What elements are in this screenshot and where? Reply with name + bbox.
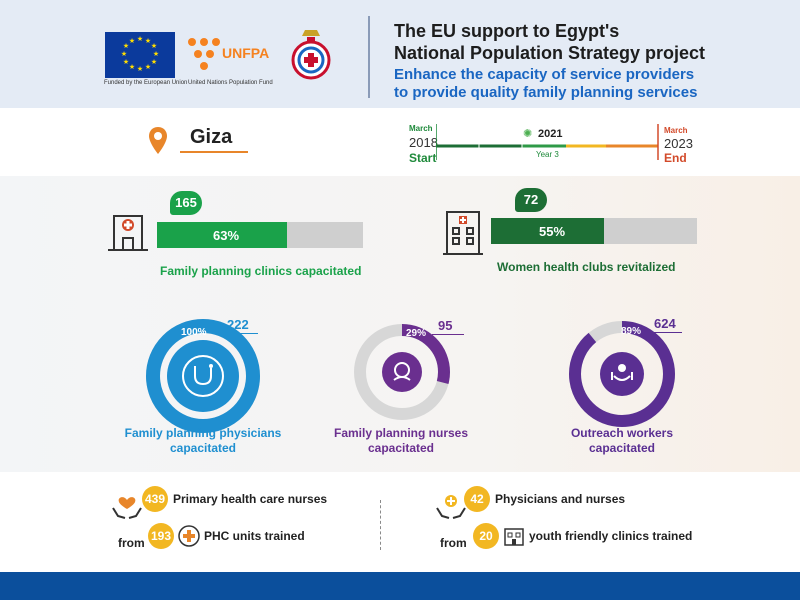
location-underline bbox=[180, 151, 248, 153]
hospital-icon bbox=[104, 206, 152, 259]
outreach-label: Outreach workers capacitated bbox=[537, 426, 707, 456]
clubs-percent: 55% bbox=[539, 224, 566, 239]
eu-flag-logo: ★ ★ ★ ★ ★ ★ ★ ★ ★ ★ ★ ★ bbox=[105, 32, 175, 78]
outreach-ring-chart bbox=[569, 321, 675, 427]
sun-marker-icon: ✺ bbox=[523, 128, 533, 140]
map-pin-icon bbox=[148, 126, 168, 161]
outreach-percent: 89% bbox=[621, 326, 642, 337]
caring-hands-heart-icon bbox=[110, 488, 144, 527]
outreach-leader-line bbox=[646, 332, 682, 333]
physicians-label-line-1: Family planning physicians bbox=[124, 426, 282, 440]
header-divider bbox=[368, 16, 370, 98]
timeline-start-month: March bbox=[409, 124, 433, 133]
clubs-count-badge: 72 bbox=[515, 188, 547, 212]
page-title-line-2: National Population Strategy project bbox=[394, 43, 706, 63]
physicians-count: 222 bbox=[227, 317, 249, 332]
svg-text:★: ★ bbox=[123, 58, 129, 66]
clinics-count-badge: 165 bbox=[170, 191, 202, 215]
nurses-label-line-1: Family planning nurses bbox=[333, 426, 469, 440]
svg-text:★: ★ bbox=[121, 50, 127, 58]
svg-text:★: ★ bbox=[137, 35, 143, 43]
svg-text:★: ★ bbox=[153, 50, 159, 58]
nurses-count: 95 bbox=[438, 318, 453, 333]
outreach-label-line-2: capacitated bbox=[588, 441, 656, 455]
timeline-current-label: Year 3 bbox=[536, 150, 559, 159]
timeline-end-label: End bbox=[664, 151, 687, 165]
timeline-start-label: Start bbox=[409, 151, 437, 165]
page-subtitle: Enhance the capacity of service provider… bbox=[394, 66, 794, 102]
svg-text:★: ★ bbox=[145, 63, 151, 71]
clinics-label: Family planning clinics capacitated bbox=[160, 264, 362, 278]
timeline-end-month: March bbox=[664, 126, 688, 135]
svg-text:UNFPA: UNFPA bbox=[222, 45, 269, 61]
clinic-building-icon bbox=[441, 208, 485, 263]
page-title: The EU support to Egypt's National Popul… bbox=[394, 20, 794, 64]
unfpa-caption: United Nations Population Fund bbox=[188, 80, 273, 86]
timeline-end-year: 2023 bbox=[664, 136, 693, 151]
phc-units-count: 193 bbox=[148, 523, 174, 549]
physicians-nurses-text: Physicians and nurses bbox=[495, 492, 626, 506]
clubs-progress-bar: 55% bbox=[491, 218, 697, 244]
nurses-percent: 29% bbox=[406, 328, 427, 339]
physicians-label: Family planning physicians capacitated bbox=[118, 426, 288, 456]
phc-nurses-count: 439 bbox=[142, 486, 168, 512]
clubs-label: Women health clubs revitalized bbox=[497, 260, 676, 274]
page-subtitle-line-1: Enhance the capacity of service provider… bbox=[394, 66, 695, 83]
physicians-percent: 100% bbox=[181, 327, 207, 338]
bottom-band bbox=[0, 472, 800, 572]
clubs-progress-fill bbox=[491, 218, 605, 244]
physicians-ring-chart bbox=[146, 319, 260, 433]
svg-text:★: ★ bbox=[129, 63, 135, 71]
youth-clinics-count: 20 bbox=[473, 523, 499, 549]
clinics-progress-fill bbox=[157, 222, 287, 248]
outreach-count: 624 bbox=[654, 316, 676, 331]
footer-bar bbox=[0, 572, 800, 600]
nurses-label-line-2: capacitated bbox=[367, 441, 435, 455]
eu-caption: Funded by the European Union bbox=[104, 80, 188, 86]
unfpa-logo: UNFPA bbox=[184, 32, 272, 76]
clinics-progress-bar: 63% bbox=[157, 222, 363, 248]
svg-text:★: ★ bbox=[123, 42, 129, 50]
physicians-nurses-count: 42 bbox=[464, 486, 490, 512]
nurses-leader-line bbox=[432, 334, 464, 335]
phc-units-text: PHC units trained bbox=[204, 529, 305, 543]
location-band bbox=[0, 108, 800, 176]
svg-text:★: ★ bbox=[129, 37, 135, 45]
ministry-of-health-logo bbox=[286, 26, 336, 82]
page-title-line-1: The EU support to Egypt's bbox=[394, 21, 620, 41]
clinic-building-small-icon bbox=[503, 525, 525, 552]
svg-text:★: ★ bbox=[145, 37, 151, 45]
from-label-right: from bbox=[440, 536, 467, 550]
svg-text:★: ★ bbox=[137, 65, 143, 73]
outreach-label-line-1: Outreach workers bbox=[570, 426, 674, 440]
medical-cross-icon bbox=[178, 525, 200, 552]
svg-text:★: ★ bbox=[151, 42, 157, 50]
page-subtitle-line-2: to provide quality family planning servi… bbox=[394, 84, 698, 101]
svg-text:★: ★ bbox=[151, 58, 157, 66]
physicians-leader-line bbox=[222, 333, 258, 334]
location-name: Giza bbox=[190, 126, 233, 148]
caring-hands-plus-icon bbox=[434, 488, 468, 527]
bottom-divider bbox=[380, 500, 381, 550]
phc-nurses-text: Primary health care nurses bbox=[173, 492, 328, 506]
from-label-left: from bbox=[118, 536, 145, 550]
clinics-percent: 63% bbox=[213, 228, 240, 243]
youth-clinics-text: youth friendly clinics trained bbox=[529, 529, 693, 543]
timeline-current-year: 2021 bbox=[538, 128, 563, 140]
nurses-label: Family planning nurses capacitated bbox=[316, 426, 486, 456]
physicians-label-line-2: capacitated bbox=[169, 441, 237, 455]
project-timeline bbox=[436, 124, 659, 160]
nurses-ring-chart bbox=[354, 324, 450, 420]
timeline-start-year: 2018 bbox=[409, 135, 438, 150]
